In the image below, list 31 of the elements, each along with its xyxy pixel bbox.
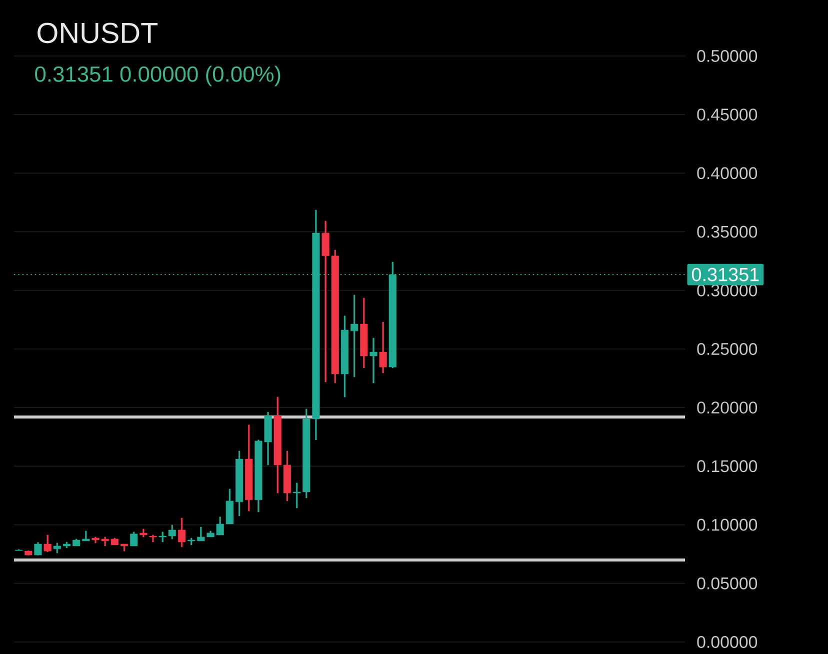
candlestick	[350, 294, 358, 378]
y-tick-label: 0.00000	[697, 636, 758, 648]
candlestick	[44, 534, 52, 552]
candlestick	[370, 338, 378, 384]
y-tick-label: 0.10000	[697, 518, 758, 531]
chart-title: ONUSDT	[38, 22, 158, 44]
y-tick-label: 0.15000	[697, 460, 758, 472]
y-tick-label: 0.05000	[697, 577, 758, 590]
candlestick	[140, 528, 148, 538]
candlestick	[360, 298, 368, 368]
candlestick	[24, 550, 32, 556]
y-tick-label: 0.40000	[697, 167, 758, 180]
chart-subtitle: 0.31351 0.00000 (0.00%)	[35, 66, 280, 86]
ref-line-label: 0.31351	[692, 268, 759, 282]
candlestick	[53, 542, 61, 554]
candlestick	[62, 542, 71, 548]
candlestick	[245, 424, 253, 512]
candlestick	[379, 322, 387, 374]
candlestick	[120, 544, 128, 552]
candlestick	[34, 542, 42, 556]
candlestick	[235, 450, 244, 516]
y-tick-label: 0.35000	[697, 226, 758, 238]
y-tick-label: 0.25000	[697, 342, 758, 355]
y-tick-label: 0.20000	[697, 402, 758, 414]
y-tick-label: 0.30000	[697, 284, 758, 296]
candlestick	[340, 316, 349, 398]
candlestick	[178, 518, 186, 548]
candlestick	[130, 532, 138, 546]
y-tick-label: 0.45000	[697, 108, 758, 121]
y-tick-label: 0.50000	[697, 50, 758, 62]
candlestick	[149, 534, 157, 542]
